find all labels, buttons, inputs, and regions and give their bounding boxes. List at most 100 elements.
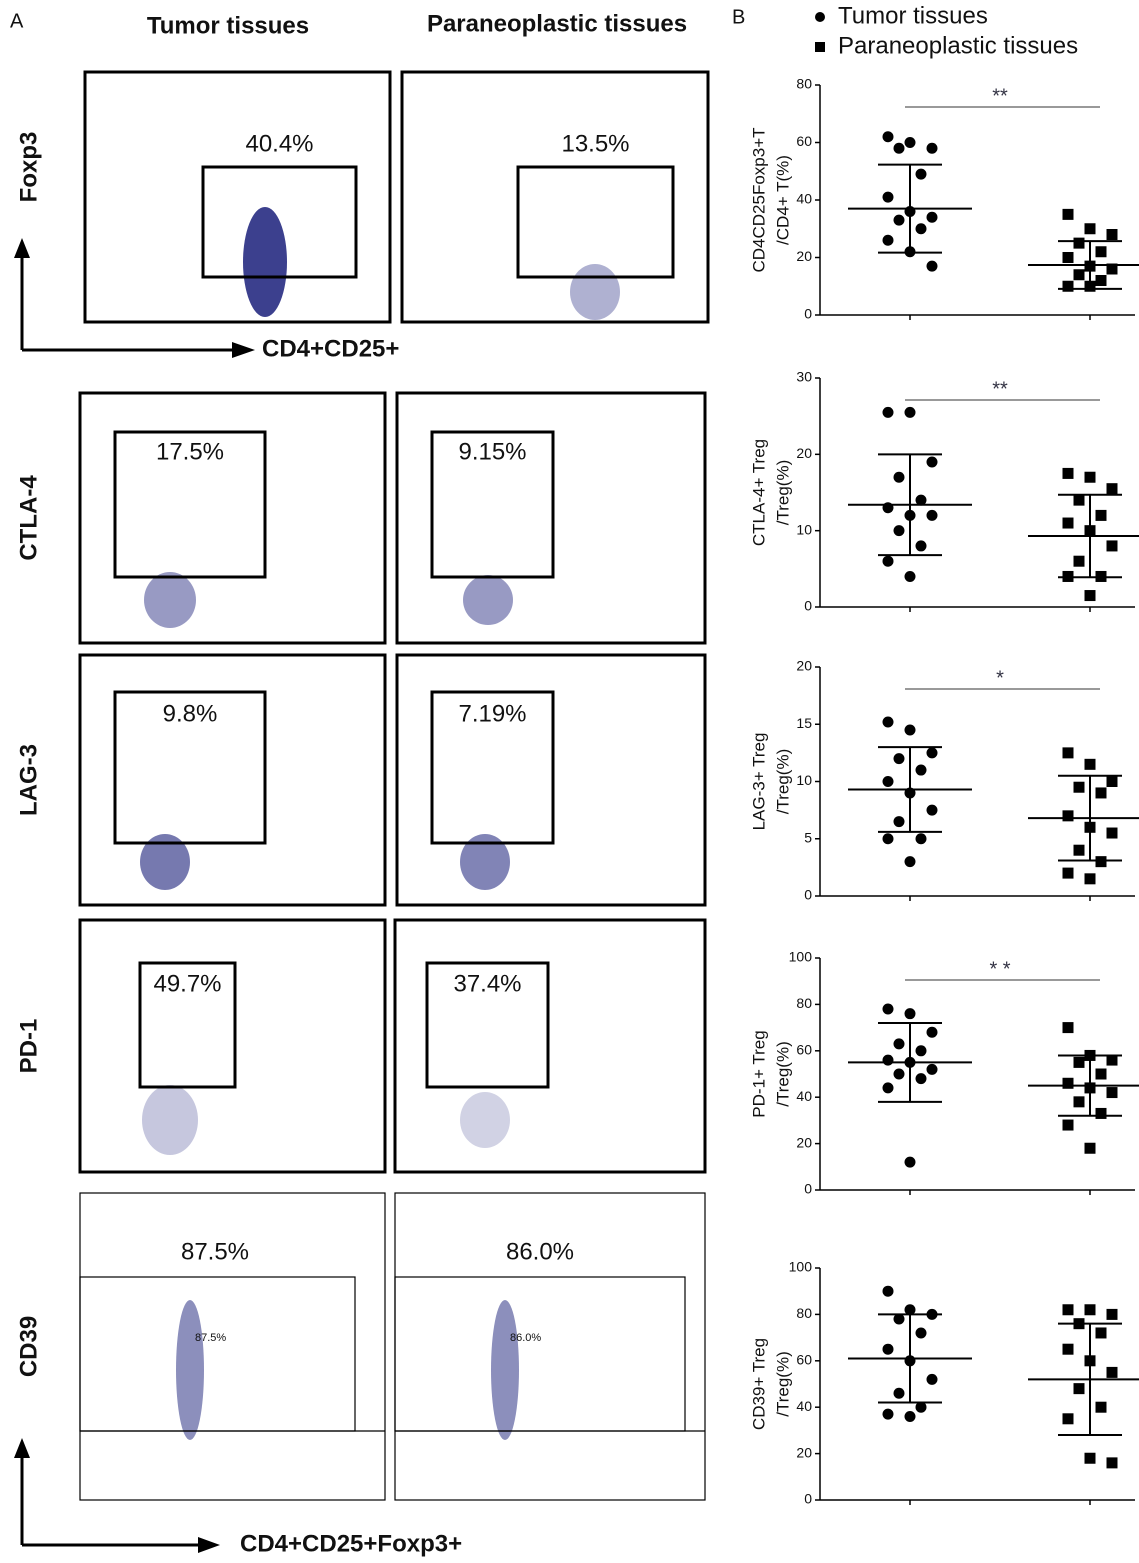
gate-percentage: 86.0% [506, 1238, 574, 1265]
y-tick-label: 60 [796, 1352, 812, 1368]
data-point [883, 235, 894, 246]
data-point [1096, 1069, 1107, 1080]
data-point [905, 1008, 916, 1019]
gate-percentage: 7.19% [458, 700, 526, 727]
y-tick-label: 40 [796, 1088, 812, 1104]
y-axis-label: CD39+ Treg [749, 1338, 768, 1430]
data-point [1074, 269, 1085, 280]
data-point [1085, 472, 1096, 483]
legend-label: Paraneoplastic tissues [838, 32, 1078, 59]
cell-population [570, 264, 620, 320]
data-point [1085, 1453, 1096, 1464]
data-point [883, 776, 894, 787]
data-point [1096, 856, 1107, 867]
cell-population [142, 1085, 198, 1155]
gate-percentage: 13.5% [561, 130, 629, 157]
cell-population [176, 1300, 204, 1440]
data-point [1085, 223, 1096, 234]
gate-percentage: 40.4% [245, 130, 313, 157]
y-tick-label: 0 [804, 1181, 812, 1197]
data-point [916, 540, 927, 551]
data-point [883, 716, 894, 727]
y-tick-label: 0 [804, 598, 812, 614]
data-point [883, 833, 894, 844]
data-point [894, 1388, 905, 1399]
y-tick-label: 0 [804, 306, 812, 322]
data-point [1096, 1402, 1107, 1413]
gate-percentage: 49.7% [153, 970, 221, 997]
data-point [1074, 782, 1085, 793]
data-point [1063, 747, 1074, 758]
data-point [894, 1038, 905, 1049]
data-point [916, 1045, 927, 1056]
data-point [905, 571, 916, 582]
data-point [927, 1064, 938, 1075]
y-tick-label: 20 [796, 445, 812, 461]
gate-percentage: 9.15% [458, 438, 526, 465]
legend-label: Tumor tissues [838, 2, 988, 29]
y-tick-label: 20 [796, 248, 812, 264]
gate-percentage: 9.8% [163, 700, 218, 727]
data-point [1074, 845, 1085, 856]
data-point [1074, 1057, 1085, 1068]
data-point [1063, 1120, 1074, 1131]
data-point [927, 747, 938, 758]
data-point [1107, 1457, 1118, 1468]
data-point [916, 169, 927, 180]
y-tick-label: 0 [804, 887, 812, 903]
data-point [905, 1411, 916, 1422]
data-point [1074, 238, 1085, 249]
row-label: Foxp3 [15, 132, 42, 203]
y-tick-label: 20 [796, 658, 812, 674]
data-point [1063, 1304, 1074, 1315]
data-point [1096, 1327, 1107, 1338]
data-point [1063, 468, 1074, 479]
data-point [883, 1055, 894, 1066]
cell-population [144, 572, 196, 628]
data-point [916, 833, 927, 844]
y-tick-label: 10 [796, 772, 812, 788]
y-tick-label: 15 [796, 715, 812, 731]
y-axis-label: CTLA-4+ Treg [749, 439, 768, 546]
data-point [916, 765, 927, 776]
data-point [927, 510, 938, 521]
data-point [927, 1027, 938, 1038]
data-point [916, 223, 927, 234]
y-tick-label: 0 [804, 1491, 812, 1507]
data-point [927, 1374, 938, 1385]
y-axis-label: /Treg(%) [773, 1041, 792, 1107]
y-tick-label: 100 [789, 1259, 813, 1275]
data-point [883, 192, 894, 203]
y-axis-label: /Treg(%) [773, 1351, 792, 1417]
data-point [1096, 510, 1107, 521]
data-point [1085, 590, 1096, 601]
data-point [1107, 828, 1118, 839]
x-axis-label: CD4+CD25+ [262, 335, 399, 362]
data-point [883, 556, 894, 567]
data-point [1063, 1413, 1074, 1424]
data-point [927, 212, 938, 223]
data-point [1107, 1309, 1118, 1320]
data-point [905, 856, 916, 867]
data-point [1107, 229, 1118, 240]
y-tick-label: 20 [796, 1134, 812, 1150]
gate-percentage: 87.5% [181, 1238, 249, 1265]
data-point [1074, 495, 1085, 506]
y-tick-label: 80 [796, 76, 812, 92]
data-point [1063, 252, 1074, 263]
data-point [1085, 759, 1096, 770]
data-point [894, 816, 905, 827]
y-tick-label: 40 [796, 191, 812, 207]
data-point [1063, 518, 1074, 529]
data-point [1063, 1022, 1074, 1033]
inset-label: 87.5% [195, 1332, 226, 1344]
significance-label: ** [992, 85, 1008, 107]
data-point [1096, 275, 1107, 286]
legend-marker [815, 12, 825, 22]
y-tick-label: 30 [796, 369, 812, 385]
row-label: CD39 [15, 1316, 42, 1377]
y-tick-label: 60 [796, 133, 812, 149]
gate-percentage: 37.4% [453, 970, 521, 997]
data-point [905, 407, 916, 418]
significance-label: * [996, 667, 1004, 689]
